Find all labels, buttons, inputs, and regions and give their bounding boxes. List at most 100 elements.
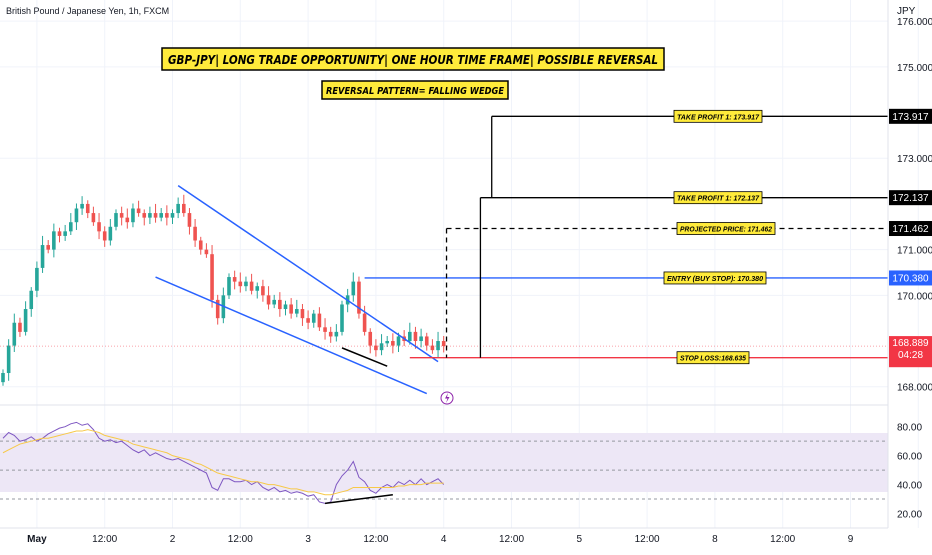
wedge-upper-line: [177, 185, 439, 363]
candle-body: [210, 254, 214, 300]
candle-body: [317, 313, 322, 328]
candle-body: [334, 331, 339, 337]
lightning-icon[interactable]: [440, 391, 454, 405]
candle-body: [153, 213, 158, 218]
subtitle-banner: REVERSAL PATTERN= FALLING WEDGE: [321, 80, 509, 100]
price-tick-label: 171.000: [897, 246, 932, 257]
candle-body: [379, 343, 384, 351]
candle-body: [102, 231, 107, 241]
time-tick-label: 4: [441, 534, 447, 545]
price-tick-label: 175.000: [897, 63, 932, 74]
level-label-box-entry: [663, 271, 767, 285]
level-label-box-stop: [676, 351, 750, 365]
subtitle-banner-text: REVERSAL PATTERN= FALLING WEDGE: [326, 86, 504, 97]
rsi-line: [2, 421, 445, 504]
candle-body: [57, 231, 62, 236]
time-tick-label: 8: [712, 534, 718, 545]
tag-entry: 170.380: [892, 273, 929, 284]
level-label-tp1_lower: TAKE PROFIT 1: 172.137: [677, 196, 760, 203]
tag-tp1_lower: 172.137: [892, 193, 929, 204]
candle-body: [91, 213, 96, 223]
rsi-tick-label: 20.00: [897, 510, 922, 521]
time-tick-label: 12:00: [499, 534, 524, 545]
candle-body: [35, 267, 39, 291]
time-tick-label: 12:00: [92, 534, 117, 545]
candle-body: [119, 213, 124, 218]
candle-body: [385, 341, 389, 344]
candle-body: [187, 213, 192, 227]
candle-body: [374, 345, 378, 351]
price-tick-label: 173.000: [897, 154, 932, 165]
time-tick-label: 12:00: [635, 534, 660, 545]
candle-body: [52, 231, 56, 250]
candle-body: [69, 222, 73, 232]
candle-body: [249, 281, 254, 291]
candle-body: [85, 203, 90, 214]
rsi-ma-line: [2, 429, 444, 496]
level-label-stop: STOP LOSS:168.635: [680, 356, 746, 363]
candle-body: [272, 299, 276, 305]
annotation-layer: TAKE PROFIT 1: 173.917 TAKE PROFIT 1: 172…: [0, 109, 888, 395]
time-axis[interactable]: May 12:00 2 12:00 3 12:00 4 12:00 5 12:00 8 12:00 9: [27, 534, 854, 545]
candle-body: [295, 309, 299, 314]
time-tick-label: 9: [848, 534, 854, 545]
time-tick-label: 12:00: [770, 534, 795, 545]
candle-body: [328, 331, 333, 337]
candle-body: [283, 304, 288, 310]
candle-body: [278, 299, 282, 310]
candle-countdown: 04:28: [898, 350, 923, 361]
candle-body: [108, 226, 113, 241]
tag-projected: 171.462: [892, 224, 929, 235]
candle-body: [46, 245, 50, 250]
candle-body: [193, 226, 197, 241]
candle-body: [182, 203, 186, 214]
candle-body: [215, 299, 220, 319]
candle-body: [244, 281, 248, 287]
title-banner-text: GBP-JPY| LONG TRADE OPPORTUNITY| ONE HOU…: [168, 52, 658, 67]
candle-body: [97, 222, 101, 232]
level-label-projected: PROJECTED PRICE: 171.462: [680, 227, 772, 234]
time-tick-label: May: [27, 534, 47, 545]
rsi-layer: [2, 421, 445, 505]
time-tick-label: 5: [577, 534, 583, 545]
candle-body: [300, 309, 305, 319]
rsi-band: [0, 433, 888, 492]
symbol-header[interactable]: British Pound / Japanese Yen, 1h, FXCM: [6, 6, 169, 16]
candle-body: [441, 341, 446, 347]
candle-body: [436, 341, 440, 351]
candle-body: [29, 290, 34, 310]
candle-body: [170, 213, 175, 218]
candle-body: [227, 277, 231, 296]
candle-body: [419, 336, 423, 342]
candle-body: [136, 208, 141, 214]
rsi-guides: [0, 440, 888, 500]
candle-body: [413, 331, 418, 342]
candle-body: [289, 304, 293, 314]
time-tick-label: 12:00: [363, 534, 388, 545]
candle-body: [142, 213, 147, 218]
candle-body: [198, 240, 203, 250]
tag-projected-box: [889, 221, 932, 237]
title-banner: GBP-JPY| LONG TRADE OPPORTUNITY| ONE HOU…: [161, 47, 665, 71]
candle-body: [261, 286, 265, 296]
candle-body: [148, 213, 152, 218]
price-axis-unit: JPY: [897, 6, 916, 17]
candle-body: [391, 341, 395, 346]
candle-body: [80, 203, 84, 209]
rsi-divergence-line: [324, 493, 393, 505]
candle-body: [1, 373, 5, 383]
rsi-tick-label: 80.00: [897, 423, 922, 434]
candle-body: [40, 245, 45, 268]
candle-body: [232, 277, 237, 282]
candle-body: [255, 286, 260, 291]
candle-body: [131, 208, 135, 223]
candle-body: [266, 295, 271, 305]
candle-body: [125, 217, 130, 223]
candle-body: [114, 213, 118, 227]
level-label-box-tp1_upper: [673, 109, 763, 123]
price-tick-label: 168.000: [897, 383, 932, 394]
price-axis[interactable]: 176.000 175.000 173.000 171.000 170.000 168.0…: [897, 17, 932, 520]
candle-body: [351, 281, 356, 296]
subtitle-banner-box: [321, 80, 509, 100]
